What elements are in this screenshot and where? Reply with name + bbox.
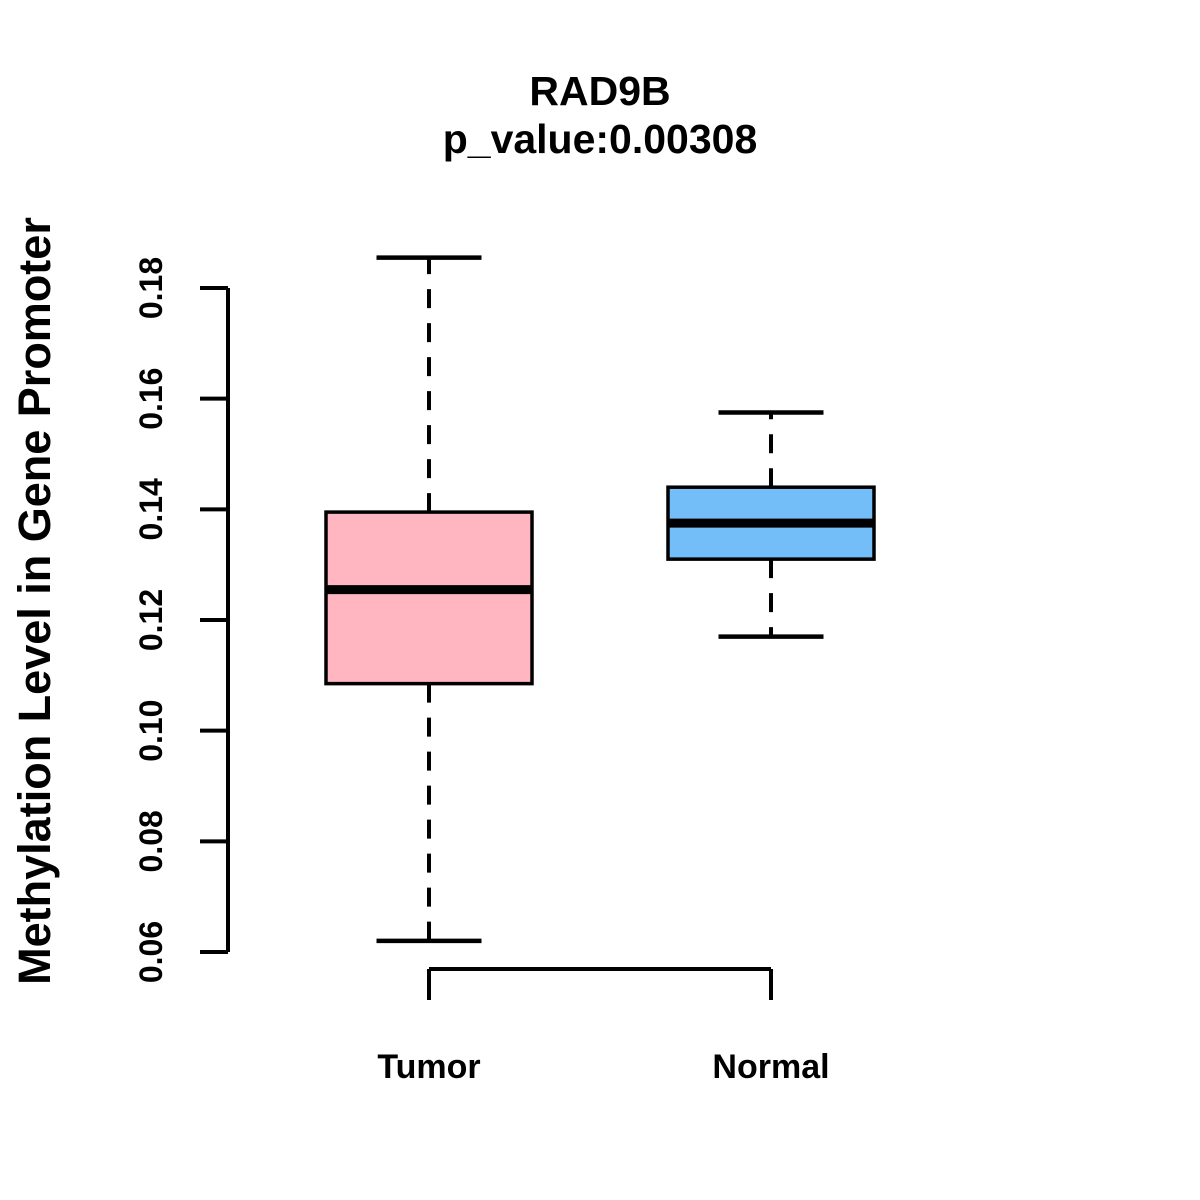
y-axis-tick-label: 0.14 xyxy=(133,478,169,540)
chart-subtitle: p_value:0.00308 xyxy=(443,116,758,162)
y-axis-label: Methylation Level in Gene Promoter xyxy=(9,217,60,985)
box-group-normal xyxy=(666,410,876,639)
box-group-tumor xyxy=(324,255,534,944)
x-category-labels: Tumor Normal xyxy=(377,1048,829,1086)
boxplot-boxes xyxy=(324,255,876,944)
x-axis xyxy=(427,967,773,1000)
x-category-label-tumor: Tumor xyxy=(377,1048,480,1086)
y-axis-tick-label: 0.10 xyxy=(133,700,169,762)
tumor-iqr-box xyxy=(324,510,534,686)
y-axis-tick-label: 0.08 xyxy=(133,810,169,872)
x-category-label-normal: Normal xyxy=(712,1048,829,1086)
y-axis-tick-label: 0.16 xyxy=(133,368,169,430)
y-axis-tick-label: 0.06 xyxy=(133,921,169,983)
y-axis-tick-label: 0.12 xyxy=(133,589,169,651)
y-axis-tick-label: 0.18 xyxy=(133,257,169,319)
y-axis: 0.06 0.08 0.10 0.12 0.14 0.16 0.18 xyxy=(133,257,230,983)
chart-title: RAD9B xyxy=(529,68,670,114)
